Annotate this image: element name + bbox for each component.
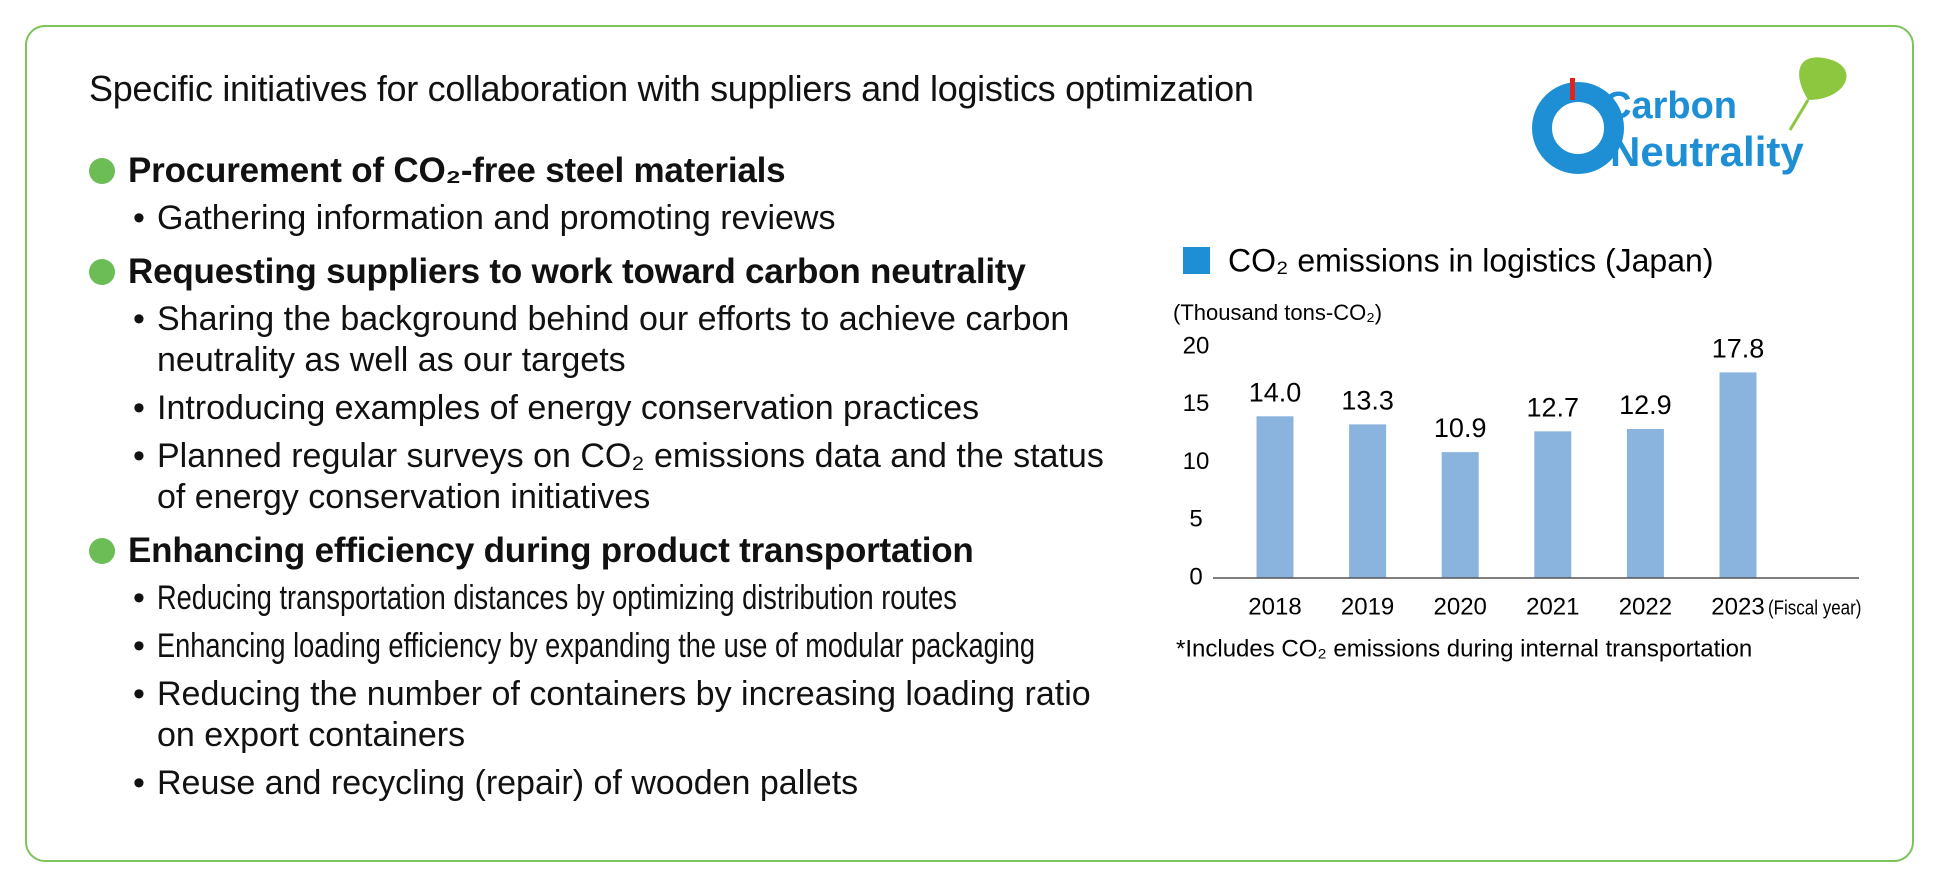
bullet: •: [133, 579, 145, 617]
bullet: •: [133, 764, 145, 802]
bullet: •: [133, 627, 145, 665]
section-heading-row: Requesting suppliers to work toward carb…: [89, 251, 1109, 292]
logo: Carbon Neutrality: [1532, 57, 1847, 175]
item-text: Reducing transportation distances by opt…: [157, 579, 957, 617]
page-title: Specific initiatives for collaboration w…: [89, 68, 1254, 109]
list-item: • Reducing the number of containers by in…: [89, 674, 1112, 756]
chart-note: *Includes CO₂ emissions during internal …: [1176, 635, 1752, 662]
y-tick-label: 0: [1189, 563, 1202, 590]
section: Procurement of CO₂-free steel materials •…: [89, 150, 1109, 239]
x-tick-label: 2019: [1341, 593, 1394, 620]
value-label: 12.7: [1527, 392, 1580, 422]
bullet-dot: [89, 259, 115, 285]
x-axis-label: (Fiscal year): [1768, 596, 1861, 619]
item-text: Introducing examples of energy conservat…: [157, 389, 980, 427]
bar: [1441, 452, 1479, 578]
bullet: •: [133, 437, 145, 475]
value-label: 10.9: [1434, 413, 1487, 443]
list-item: • Enhancing loading efficiency by expandi…: [89, 626, 1112, 667]
list-item: • Introducing examples of energy conserva…: [89, 388, 1112, 429]
x-tick-label: 2020: [1434, 593, 1487, 620]
chart-title: CO₂ emissions in logistics (Japan): [1228, 242, 1713, 278]
bar: [1534, 431, 1572, 578]
value-label: 13.3: [1341, 386, 1394, 416]
item-text: Gathering information and promoting revi…: [157, 199, 836, 237]
frame: [25, 25, 1914, 862]
y-axis-label: (Thousand tons-CO₂): [1173, 300, 1382, 325]
initiative-list: Procurement of CO₂-free steel materials •…: [89, 150, 1109, 816]
value-label: 17.8: [1712, 334, 1765, 364]
x-tick-label: 2022: [1619, 593, 1672, 620]
legend-swatch: [1183, 247, 1210, 274]
value-label: 14.0: [1249, 377, 1302, 407]
bullet: •: [133, 300, 145, 338]
list-item: • Reducing transportation distances by op…: [89, 578, 1112, 619]
list-item: • Reuse and recycling (repair) of wooden …: [89, 763, 1112, 804]
section-heading-row: Procurement of CO₂-free steel materials: [89, 150, 1109, 191]
y-tick-label: 15: [1183, 390, 1210, 417]
logo-word: Neutrality: [1610, 128, 1804, 175]
x-tick-label: 2018: [1248, 593, 1301, 620]
bar: [1626, 429, 1664, 578]
bullet: •: [133, 675, 145, 713]
y-tick-label: 10: [1183, 448, 1210, 475]
section-heading: Requesting suppliers to work toward carb…: [128, 252, 1026, 291]
section: Enhancing efficiency during product tran…: [89, 530, 1109, 804]
bullet: •: [133, 199, 145, 237]
list-item: • Planned regular surveys on CO₂ emission…: [89, 436, 1112, 518]
section-heading: Enhancing efficiency during product tran…: [128, 531, 974, 570]
section-heading: Procurement of CO₂-free steel materials: [128, 151, 786, 190]
item-text: Enhancing loading efficiency by expandin…: [157, 627, 1036, 665]
bar: [1719, 372, 1757, 578]
item-text: Reuse and recycling (repair) of wooden p…: [157, 764, 859, 802]
logo-ring: [1532, 82, 1624, 174]
leaf: [1799, 57, 1847, 100]
x-tick-label: 2021: [1526, 593, 1579, 620]
bullet-dot: [89, 158, 115, 184]
leaf-stem: [1788, 99, 1810, 131]
list-item: • Sharing the background behind our effor…: [89, 299, 1112, 381]
logo-word: Carbon: [1604, 85, 1737, 127]
bar: [1349, 424, 1387, 578]
section: Requesting suppliers to work toward carb…: [89, 251, 1109, 518]
item-text: Planned regular surveys on CO₂ emissions…: [157, 437, 1104, 516]
value-label: 12.9: [1619, 390, 1672, 420]
logo-accent: [1570, 78, 1575, 100]
bar: [1256, 416, 1294, 578]
section-heading-row: Enhancing efficiency during product tran…: [89, 530, 1109, 571]
bullet: •: [133, 389, 145, 427]
list-item: • Gathering information and promoting rev…: [89, 198, 1112, 239]
x-tick-label: 2023: [1711, 593, 1764, 620]
y-tick-label: 20: [1183, 332, 1210, 359]
bullet-dot: [89, 538, 115, 564]
y-tick-label: 5: [1189, 506, 1202, 533]
item-text: Sharing the background behind our effort…: [157, 300, 1070, 379]
item-text: Reducing the number of containers by inc…: [157, 675, 1091, 754]
